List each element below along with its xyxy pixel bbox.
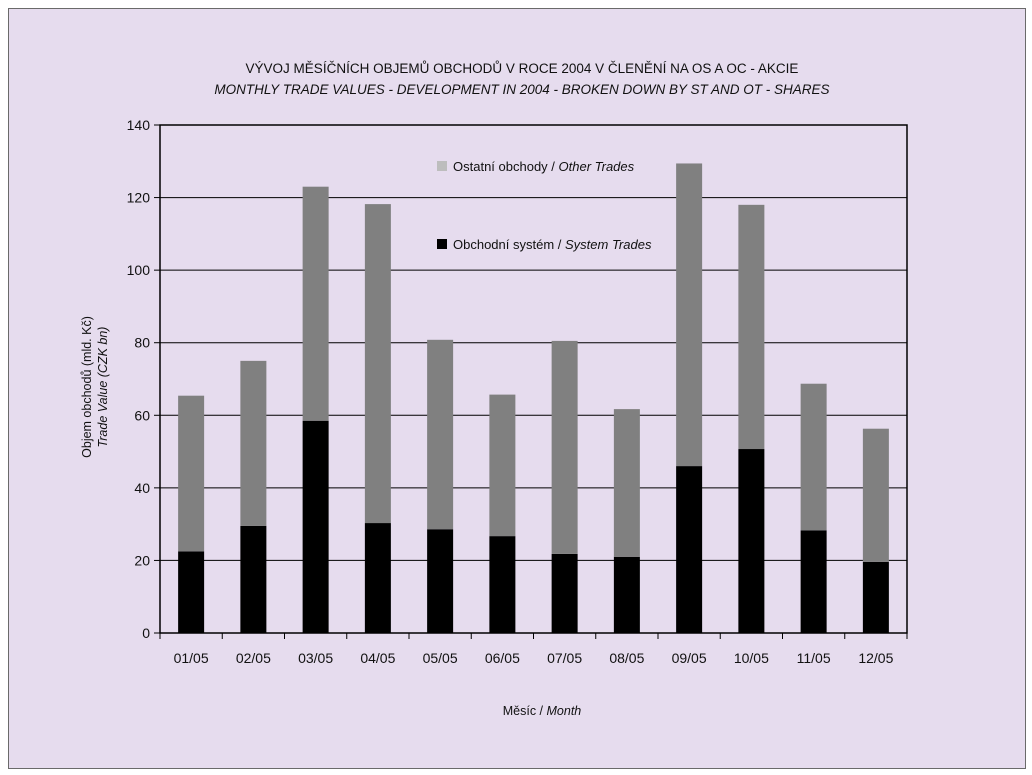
legend-swatch-other-trades	[437, 161, 447, 171]
bars	[178, 163, 889, 633]
bar-other-11-05	[800, 383, 827, 531]
y-axis-label-group: Objem obchodů (mld. Kč) Trade Value (CZK…	[80, 316, 110, 458]
y-tick-label: 40	[134, 480, 150, 496]
x-tick-label: 11/05	[797, 650, 831, 666]
bar-other-12-05	[862, 428, 889, 562]
legend-name-system: Obchodní systém	[453, 237, 554, 252]
x-axis-label-en: Month	[547, 704, 582, 718]
x-tick-label: 08/05	[609, 650, 644, 666]
chart-canvas: VÝVOJ MĚSÍČNÍCH OBJEMŮ OBCHODŮ V ROCE 20…	[80, 61, 908, 718]
y-tick-label: 80	[134, 335, 150, 351]
bar-system-09-05	[676, 466, 703, 633]
axes	[154, 124, 908, 639]
y-tick-label: 100	[127, 262, 151, 278]
bar-system-07-05	[551, 553, 578, 633]
bar-other-07-05	[551, 340, 578, 554]
legend-name-en-system: System Trades	[565, 237, 652, 252]
legend-separator-system: /	[554, 237, 565, 252]
x-tick-label: 02/05	[236, 650, 271, 666]
x-tick-label: 04/05	[360, 650, 395, 666]
chart-title: VÝVOJ MĚSÍČNÍCH OBJEMŮ OBCHODŮ V ROCE 20…	[246, 61, 799, 76]
y-tick-label: 0	[142, 625, 150, 641]
legend-label-other-trades: Ostatní obchody / Other Trades	[453, 159, 635, 174]
bar-system-01-05	[178, 551, 205, 633]
gridlines	[160, 197, 907, 561]
chart-page: VÝVOJ MĚSÍČNÍCH OBJEMŮ OBCHODŮ V ROCE 20…	[8, 8, 1026, 769]
legend-label-system-trades: Obchodní systém / System Trades	[453, 237, 652, 252]
bar-system-05-05	[427, 529, 454, 633]
x-axis-label-main: Měsíc /	[503, 704, 547, 718]
bar-system-12-05	[862, 561, 889, 633]
x-tick-label: 09/05	[672, 650, 707, 666]
x-tick-label: 05/05	[423, 650, 458, 666]
x-tick-label: 03/05	[298, 650, 333, 666]
plot-frame	[159, 124, 908, 634]
y-axis-label: Objem obchodů (mld. Kč)	[80, 316, 94, 458]
chart-subtitle: MONTHLY TRADE VALUES - DEVELOPMENT IN 20…	[214, 82, 829, 97]
legend-swatch-system-trades	[437, 239, 447, 249]
bar-other-05-05	[427, 339, 454, 530]
bar-other-06-05	[489, 394, 516, 537]
bar-system-08-05	[613, 556, 640, 633]
legend-separator-other: /	[548, 159, 559, 174]
y-tick-label: 60	[134, 407, 150, 423]
bar-other-10-05	[738, 204, 765, 450]
bar-system-06-05	[489, 536, 516, 633]
bar-other-09-05	[676, 163, 703, 467]
bar-other-02-05	[240, 360, 267, 526]
bar-system-03-05	[302, 420, 329, 633]
y-tick-label: 120	[127, 190, 151, 206]
x-tick-label: 06/05	[485, 650, 520, 666]
bar-other-01-05	[178, 395, 205, 552]
x-tick-label: 07/05	[547, 650, 582, 666]
y-tick-labels: 0 20 40 60 80 100 120 140	[127, 117, 151, 641]
legend-name-en-other: Other Trades	[559, 159, 635, 174]
y-tick-label: 140	[127, 117, 151, 133]
legend: Ostatní obchody / Other Trades Obchodní …	[437, 159, 652, 252]
bar-system-02-05	[240, 525, 267, 633]
bar-system-10-05	[738, 449, 765, 633]
x-tick-label: 01/05	[174, 650, 209, 666]
x-tick-label: 12/05	[858, 650, 893, 666]
x-tick-label: 10/05	[734, 650, 769, 666]
y-axis-label-en: Trade Value (CZK bn)	[96, 327, 110, 448]
bar-system-04-05	[364, 523, 391, 633]
legend-name-other: Ostatní obchody	[453, 159, 548, 174]
bar-other-08-05	[613, 409, 640, 557]
bar-other-04-05	[364, 204, 391, 524]
bar-other-03-05	[302, 186, 329, 421]
x-axis-label: Měsíc / Month	[503, 704, 582, 718]
bar-system-11-05	[800, 530, 827, 633]
x-tick-labels: 01/05 02/05 03/05 04/05 05/05 06/05 07/05 08/05…	[174, 650, 894, 666]
y-tick-label: 20	[134, 552, 150, 568]
